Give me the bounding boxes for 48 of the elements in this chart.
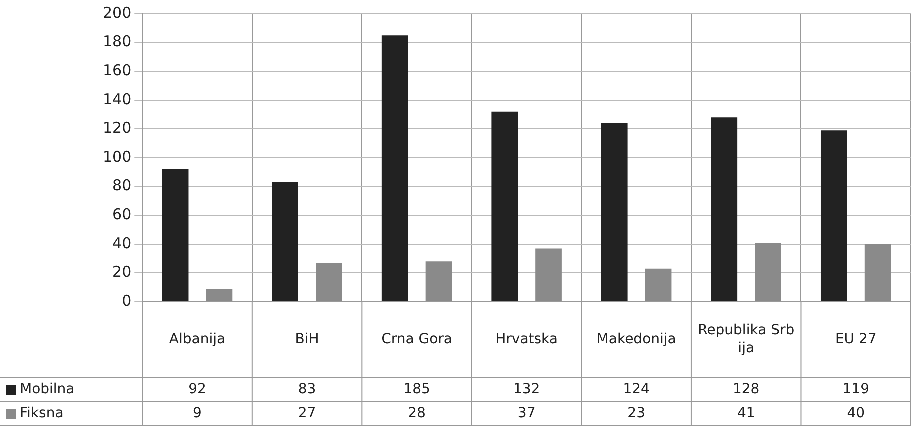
data-label: 40 bbox=[847, 406, 866, 422]
data-label: 119 bbox=[842, 382, 870, 398]
bar bbox=[711, 118, 738, 302]
x-tick-label: Makedonija bbox=[596, 332, 676, 348]
y-tick-label: 200 bbox=[102, 4, 132, 22]
bar bbox=[645, 268, 672, 302]
x-tick-label: Albanija bbox=[169, 332, 226, 348]
x-tick-label: Hrvatska bbox=[496, 332, 558, 348]
bar bbox=[316, 263, 342, 302]
y-tick-label: 120 bbox=[102, 119, 132, 138]
x-tick-label: BiH bbox=[295, 332, 320, 348]
y-tick-label: 40 bbox=[112, 234, 132, 252]
y-tick-label: 80 bbox=[112, 176, 132, 195]
data-label: 124 bbox=[623, 382, 650, 398]
bar bbox=[272, 182, 298, 302]
y-tick-label: 100 bbox=[102, 148, 132, 166]
data-label: 27 bbox=[298, 406, 316, 422]
bar bbox=[206, 289, 233, 302]
y-tick-label: 0 bbox=[122, 292, 132, 310]
x-tick-label: Crna Gora bbox=[382, 332, 453, 348]
legend-label: Mobilna bbox=[20, 382, 75, 398]
bar bbox=[492, 112, 518, 302]
data-label: 128 bbox=[732, 382, 760, 398]
bar bbox=[864, 244, 892, 302]
data-label: 41 bbox=[737, 406, 756, 422]
data-label: 28 bbox=[408, 406, 426, 422]
y-tick-label: 180 bbox=[102, 32, 132, 51]
legend-label: Fiksna bbox=[20, 406, 64, 422]
bar bbox=[820, 130, 848, 302]
x-tick-label: Republika Srbija bbox=[698, 322, 795, 357]
data-label: 92 bbox=[188, 382, 206, 398]
data-label: 132 bbox=[513, 382, 540, 398]
bar bbox=[601, 123, 628, 302]
data-label: 83 bbox=[298, 382, 316, 398]
y-tick-label: 20 bbox=[112, 263, 132, 282]
bar bbox=[162, 170, 189, 302]
x-tick-label: EU 27 bbox=[835, 332, 877, 348]
bar bbox=[536, 248, 562, 302]
data-label: 185 bbox=[404, 382, 430, 398]
data-label: 23 bbox=[628, 406, 646, 422]
y-tick-label: 140 bbox=[102, 90, 132, 108]
data-label: 37 bbox=[518, 406, 536, 422]
data-label: 9 bbox=[193, 406, 202, 422]
bar bbox=[755, 242, 782, 302]
bar bbox=[382, 36, 408, 302]
bar bbox=[426, 262, 452, 302]
y-tick-label: 160 bbox=[102, 61, 132, 80]
y-tick-label: 60 bbox=[112, 205, 132, 224]
